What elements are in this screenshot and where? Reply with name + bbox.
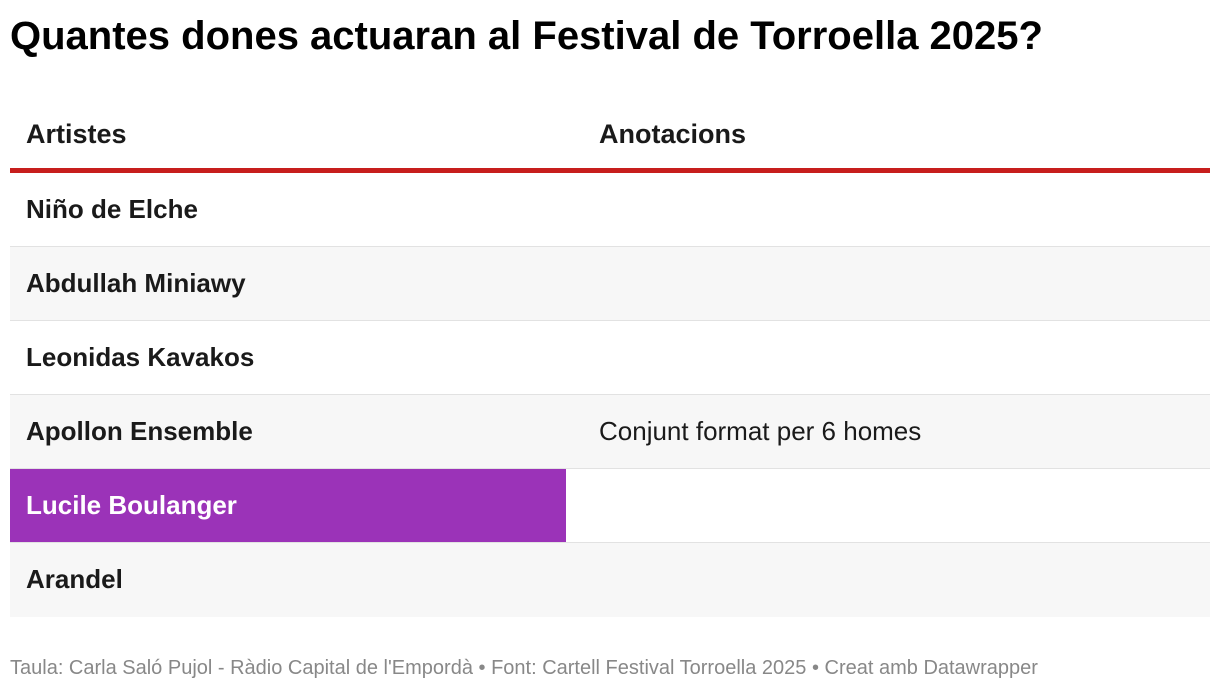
table-row: Apollon Ensemble Conjunt format per 6 hom…: [10, 395, 1210, 469]
chart-title: Quantes dones actuaran al Festival de To…: [10, 14, 1043, 58]
artists-table: Artistes Anotacions Niño de Elche Abdulla…: [10, 100, 1210, 617]
table-row: Arandel: [10, 543, 1210, 617]
column-header-anotacions[interactable]: Anotacions: [599, 119, 747, 149]
table-row: Niño de Elche: [10, 173, 1210, 247]
source-footer: Taula: Carla Saló Pujol - Ràdio Capital …: [10, 657, 1038, 679]
table-body: Niño de Elche Abdullah Miniawy Leonidas Ka…: [10, 173, 1210, 617]
artist-name: Niño de Elche: [26, 194, 198, 224]
table-row: Leonidas Kavakos: [10, 321, 1210, 395]
artist-name: Abdullah Miniawy: [26, 268, 246, 298]
artist-name: Leonidas Kavakos: [26, 342, 255, 372]
table-header: Artistes Anotacions: [10, 100, 1210, 173]
artist-name: Lucile Boulanger: [26, 490, 237, 520]
highlight-cell: [10, 469, 566, 542]
artist-name: Arandel: [26, 564, 123, 594]
table-row: Abdullah Miniawy: [10, 247, 1210, 321]
column-header-artistes[interactable]: Artistes: [26, 119, 127, 149]
artist-annotation: Conjunt format per 6 homes: [599, 416, 922, 446]
table-row: Lucile Boulanger: [10, 469, 1210, 543]
artist-name: Apollon Ensemble: [26, 416, 253, 446]
